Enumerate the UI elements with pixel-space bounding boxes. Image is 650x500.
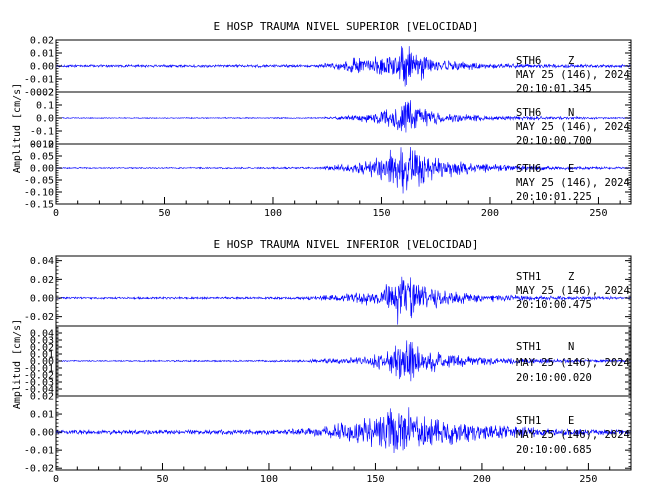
waveform-trace — [55, 100, 632, 133]
y-axis-label-superior: Amplitud [cm/s] — [12, 83, 23, 173]
date-label: MAY 25 (146), 2024 — [516, 429, 630, 441]
y-tick-label: -0.2 — [30, 140, 54, 151]
date-label: MAY 25 (146), 2024 — [516, 121, 630, 133]
waveform-trace — [55, 146, 632, 194]
panel-sth1-n: 0.040.030.020.010.00-0.01-0.02-0.03-0.04… — [24, 325, 632, 397]
y-tick-label: 0.10 — [30, 140, 54, 151]
y-tick-label: 0.05 — [30, 152, 54, 163]
component-label: N — [568, 107, 574, 119]
date-label: MAY 25 (146), 2024 — [516, 285, 630, 297]
y-tick-label: 0.04 — [30, 256, 54, 267]
y-tick-label: 0.0 — [36, 114, 54, 125]
x-tick-label: 150 — [372, 208, 390, 219]
y-tick-label: 0.00 — [30, 164, 54, 175]
y-tick-label: -0.04 — [24, 385, 54, 396]
y-tick-label: -0.02 — [24, 88, 54, 99]
x-tick-label: 100 — [264, 208, 282, 219]
date-label: MAY 25 (146), 2024 — [516, 69, 630, 81]
y-tick-label: -0.1 — [30, 127, 54, 138]
x-tick-label: 0 — [53, 208, 59, 219]
y-tick-label: 0.00 — [30, 62, 54, 73]
chart-title-inferior: E HOSP TRAUMA NIVEL INFERIOR [VELOCIDAD] — [214, 238, 479, 251]
x-tick-label: 250 — [589, 208, 607, 219]
panel-sth6-z: 0.02 0.01 0.00 -0.01 -0.02 STH6 Z MAY 25 (14… — [24, 36, 632, 99]
y-tick-label: -0.03 — [24, 378, 54, 389]
station-label: STH6 — [516, 55, 541, 67]
x-tick-label: 150 — [366, 474, 384, 485]
date-label: MAY 25 (146), 2024 — [516, 357, 630, 369]
x-tick-label: 100 — [260, 474, 278, 485]
component-label: N — [568, 341, 574, 353]
component-label: E — [568, 415, 574, 427]
station-label: STH1 — [516, 415, 541, 427]
y-tick-label: 0.01 — [30, 49, 54, 60]
y-tick-label: 0.01 — [30, 350, 54, 361]
y-tick-label: -0.15 — [24, 200, 54, 211]
waveform-trace — [55, 407, 632, 453]
x-tick-label: 0 — [53, 474, 59, 485]
station-label: STH6 — [516, 163, 541, 175]
waveform-trace — [55, 46, 632, 87]
time-label: 20:10:00.685 — [516, 444, 592, 456]
y-tick-label: -0.05 — [24, 176, 54, 187]
y-tick-label: 0.03 — [30, 336, 54, 347]
y-tick-label: 0.00 — [30, 294, 54, 305]
y-tick-label: 0.01 — [30, 410, 54, 421]
time-label: 20:10:00.700 — [516, 135, 592, 147]
y-axis-label-inferior: Amplitud [cm/s] — [12, 319, 23, 409]
y-tick-label: 0.02 — [30, 36, 54, 47]
y-tick-label: 0.02 — [30, 275, 54, 286]
waveform-trace — [55, 276, 632, 325]
x-tick-label: 200 — [473, 474, 491, 485]
y-tick-label: -0.02 — [24, 312, 54, 323]
time-label: 20:10:01.225 — [516, 191, 592, 203]
panel-frame — [55, 143, 632, 205]
component-label: Z — [568, 271, 574, 283]
x-tick-label: 200 — [481, 208, 499, 219]
component-label: Z — [568, 55, 574, 67]
chart-title-superior: E HOSP TRAUMA NIVEL SUPERIOR [VELOCIDAD] — [214, 20, 479, 33]
date-label: MAY 25 (146), 2024 — [516, 177, 630, 189]
y-tick-label: 0.2 — [36, 88, 54, 99]
y-tick-label: 0.1 — [36, 101, 54, 112]
station-label: STH1 — [516, 271, 541, 283]
panel-sth6-e: 0.100.050.00-0.05-0.10-0.15 STH6 E MAY 2… — [24, 140, 632, 211]
station-label: STH1 — [516, 341, 541, 353]
y-tick-label: -0.10 — [24, 188, 54, 199]
y-tick-label: -0.01 — [24, 446, 54, 457]
y-tick-label: 0.00 — [30, 428, 54, 439]
y-tick-label: 0.04 — [30, 329, 54, 340]
panel-sth1-z: 0.04 0.02 0.00 -0.02 STH1 Z MAY 25 (146), 2… — [24, 255, 632, 327]
y-tick-label: -0.01 — [24, 364, 54, 375]
panel-sth6-n: 0.2 0.1 0.0 -0.1 -0.2 STH6 N MAY 25 (146), 2… — [30, 88, 632, 151]
x-tick-label: 250 — [579, 474, 597, 485]
y-tick-label: -0.01 — [24, 75, 54, 86]
y-tick-label: 0.02 — [30, 392, 54, 403]
y-tick-label: 0.02 — [30, 343, 54, 354]
x-tick-label: 50 — [156, 474, 168, 485]
time-label: 20:10:01.345 — [516, 83, 592, 95]
panel-sth1-e: 0.02 0.01 0.00 -0.01 -0.02 STH1 E MAY 25 (14… — [24, 392, 632, 475]
time-label: 20:10:00.020 — [516, 372, 592, 384]
y-tick-label: -0.02 — [24, 371, 54, 382]
x-tick-label: 50 — [158, 208, 170, 219]
time-label: 20:10:00.475 — [516, 299, 592, 311]
station-label: STH6 — [516, 107, 541, 119]
y-tick-label: 0.00 — [30, 357, 54, 368]
component-label: E — [568, 163, 574, 175]
waveform-trace — [55, 340, 632, 382]
y-tick-label: -0.02 — [24, 464, 54, 475]
